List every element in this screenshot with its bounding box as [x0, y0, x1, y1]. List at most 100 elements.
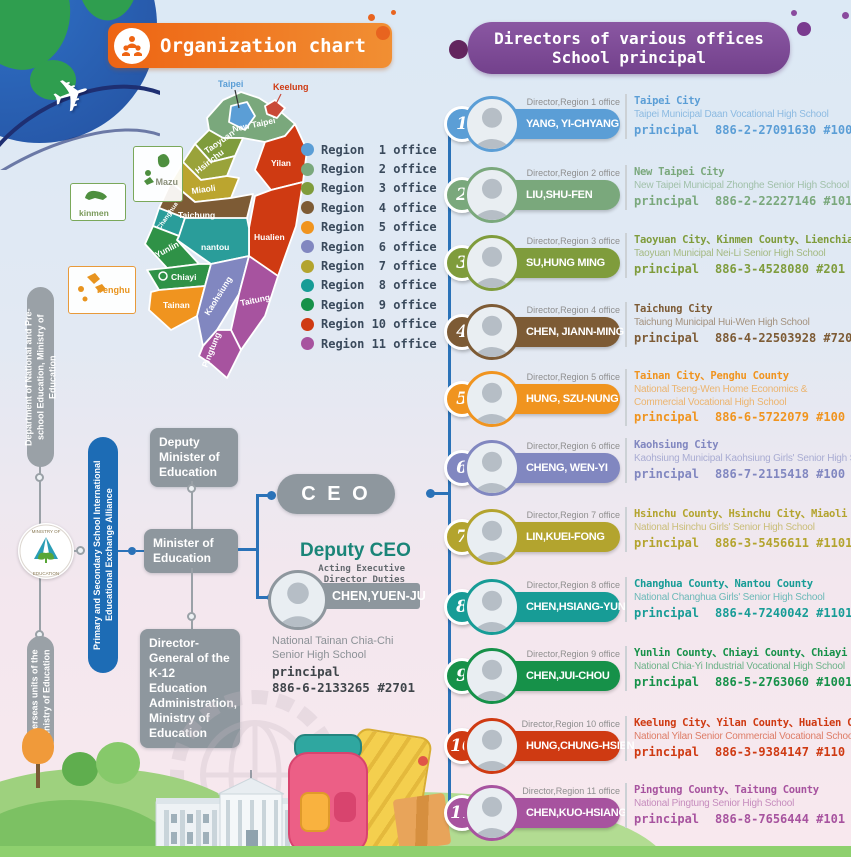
region-number: 3	[456, 253, 468, 273]
region-number: 7	[456, 527, 468, 547]
tree	[22, 728, 56, 788]
map-region-pingtung	[198, 329, 242, 379]
legend-item: Region 2 office	[301, 159, 437, 178]
principal-row: principal 886-6-5722079 #100	[634, 410, 846, 424]
map-label: Taichung	[178, 210, 215, 220]
director-photo	[464, 235, 520, 291]
office-label: Director,Region 7 office	[526, 510, 620, 520]
school-label: New Taipei Municipal Zhonghe Senior High…	[634, 180, 849, 191]
map-label: Yilan	[271, 158, 291, 168]
district-label: Hsinchu County、Hsinchu City、Miaoli Count…	[634, 508, 851, 520]
region-number: 2	[456, 185, 468, 205]
legend-dot	[301, 298, 314, 312]
legend-dot	[301, 201, 314, 215]
director-info: Pingtung County、Taitung County National …	[625, 783, 851, 828]
director-row-5: 5 Director,Region 5 office HUNG, SZU-NUN…	[440, 366, 851, 432]
map-label: Taipei	[218, 79, 243, 89]
purple-accent-dot	[449, 40, 468, 59]
principal-row: principal 886-3-9384147 #110	[634, 744, 846, 759]
district-label: New Taipei City	[634, 166, 725, 178]
office-label: Director,Region 6 office	[526, 441, 620, 451]
penghu-inset: Penghu	[68, 266, 136, 314]
mazu-inset: Mazu	[133, 146, 183, 202]
director-name: CHENG, WEN-YI	[526, 462, 608, 474]
region-number: 6	[456, 458, 468, 478]
backpack-pink	[288, 752, 368, 854]
director-row-9: 9 Director,Region 9 office CHEN,JUI-CHOU…	[440, 643, 851, 709]
map-region-keelung	[264, 99, 286, 119]
keelung-callout-line	[274, 93, 282, 107]
school-label: National Chia-Yi Industrial Vocational H…	[634, 661, 845, 672]
connector-dot	[128, 547, 136, 555]
legend-dot	[301, 337, 314, 351]
director-photo	[464, 371, 520, 427]
legend-item: Region 6 office	[301, 237, 437, 256]
director-row-1: 1 Director,Region 1 office YANG, YI-CHYA…	[440, 91, 851, 157]
svg-text:EDUCATION: EDUCATION	[33, 571, 59, 576]
office-label: Director,Region 10 office	[521, 719, 620, 729]
deputy-ceo-subtitle: Acting Executive Director Duties	[318, 564, 405, 585]
directors-banner: Directors of various offices School prin…	[468, 22, 790, 74]
phone-number: 886-8-7656444 #101	[715, 811, 846, 826]
director-info: Keelung City、Yilan County、Hualien County…	[625, 716, 851, 761]
ceo-box: C E O	[277, 474, 395, 514]
map-label: nantou	[201, 242, 229, 252]
legend-dot	[301, 143, 314, 157]
director-name: CHEN,JUI-CHOU	[526, 670, 610, 682]
director-name: HUNG, SZU-NUNG	[526, 393, 619, 405]
principal-row: principal 886-4-7240042 #1101	[634, 605, 851, 620]
school-label: National Pingtung Senior High School	[634, 798, 795, 809]
ceo-label: C E O	[301, 482, 371, 505]
director-info: Taipei City Taipei Municipal Daan Vocati…	[625, 94, 851, 139]
director-info: Kaohsiung City Kaohsiung Municipal Kaohs…	[625, 438, 851, 483]
principal-row: principal 886-5-2763060 #1001	[634, 674, 851, 689]
district-label: Yunlin County、Chiayi County、Chiayi City	[634, 647, 851, 659]
connector-line	[118, 550, 130, 552]
director-name: HUNG,CHUNG-HSIEN	[526, 740, 635, 752]
office-label: Director,Region 2 office	[526, 168, 620, 178]
phone-number: 886-4-22503928 #720	[715, 330, 851, 345]
phone-number: 886-4-7240042 #1101	[715, 605, 851, 620]
connector-line	[238, 548, 258, 551]
director-info: Taoyuan City、Kinmen County、Lienchiang Co…	[625, 233, 851, 278]
district-label: Kaohsiung City	[634, 439, 719, 451]
director-photo	[464, 718, 520, 774]
director-info: Taichung City Taichung Municipal Hui-Wen…	[625, 302, 851, 347]
map-chiayi-city-marker	[158, 271, 168, 281]
director-photo	[464, 785, 520, 841]
legend-item: Region 8 office	[301, 276, 437, 295]
org-chart-title: Organization chart	[160, 34, 366, 57]
school-label: Taoyuan Municipal Nei-Li Senior High Sch…	[634, 248, 826, 259]
taipei-callout-line	[234, 89, 240, 109]
phone-number: 886-3-5456611 #1101	[715, 535, 851, 550]
office-label: Director,Region 3 office	[526, 236, 620, 246]
region-legend: Region 1 office Region 2 office Region 3…	[301, 140, 437, 353]
director-row-3: 3 Director,Region 3 office SU,HUNG MING …	[440, 230, 851, 296]
director-row-10: 10 Director,Region 10 office HUNG,CHUNG-…	[440, 713, 851, 779]
director-row-11: 11 Director,Region 11 office CHEN,KUO-HS…	[440, 780, 851, 846]
flower-accent	[418, 756, 428, 766]
purple-dot	[791, 10, 797, 16]
connector-node	[76, 546, 85, 555]
director-info: Yunlin County、Chiayi County、Chiayi City …	[625, 646, 851, 691]
director-photo	[464, 509, 520, 565]
orange-dot	[391, 10, 396, 15]
deputy-ceo-name: CHEN,YUEN-JU	[332, 589, 426, 603]
region-number: 5	[456, 389, 468, 409]
director-general-box: Director-General of the K-12 Education A…	[140, 629, 240, 748]
deputy-ceo-role: principal	[272, 664, 340, 679]
director-name: SU,HUNG MING	[526, 257, 605, 269]
orange-dot	[376, 26, 390, 40]
org-people-icon	[114, 27, 150, 64]
map-label: Chiayi	[171, 272, 197, 282]
district-label: Changhua County、Nantou County	[634, 578, 813, 590]
legend-item: Region 10 office	[301, 315, 437, 334]
office-label: Director,Region 1 office	[526, 97, 620, 107]
director-photo	[464, 579, 520, 635]
map-region-kaohsiung	[196, 255, 250, 347]
phone-number: 886-3-9384147 #110	[715, 744, 846, 759]
director-photo	[464, 96, 520, 152]
tree	[62, 752, 98, 786]
minister-box: Minister of Education	[144, 529, 238, 573]
